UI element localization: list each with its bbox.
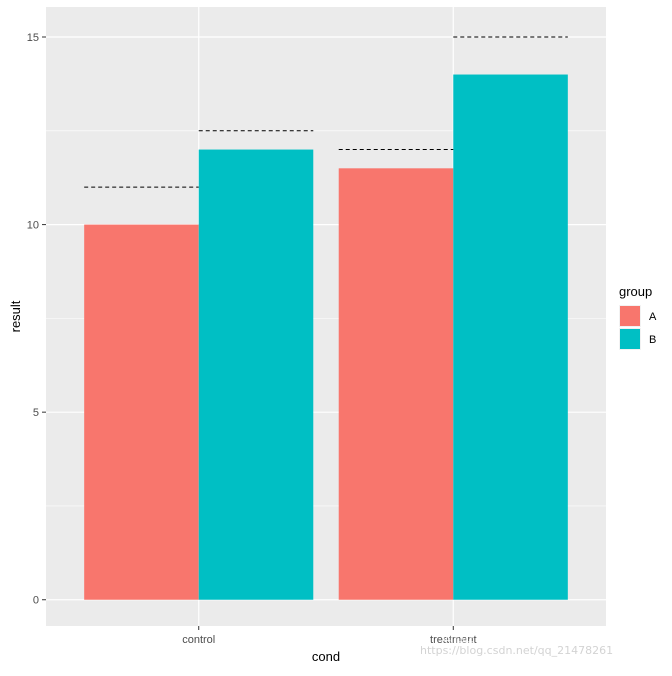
x-tick-label: control	[182, 634, 215, 646]
y-tick-label: 10	[27, 220, 39, 232]
y-tick-label: 0	[33, 595, 39, 607]
legend-label-B: B	[649, 334, 656, 346]
bar-B-control	[198, 149, 314, 600]
bar-A-treatment	[338, 168, 454, 600]
legend-key-B	[620, 329, 640, 349]
y-tick-label: 5	[33, 407, 39, 419]
y-tick-label: 15	[27, 32, 39, 44]
bar-A-control	[84, 224, 199, 600]
y-axis-title: result	[8, 300, 23, 332]
legend-title: group	[619, 284, 652, 299]
x-axis-title: cond	[312, 649, 340, 664]
legend-label-A: A	[649, 311, 657, 323]
bar-B-treatment	[453, 74, 568, 600]
x-tick-label: treatment	[430, 634, 476, 646]
legend-key-A	[620, 306, 640, 326]
